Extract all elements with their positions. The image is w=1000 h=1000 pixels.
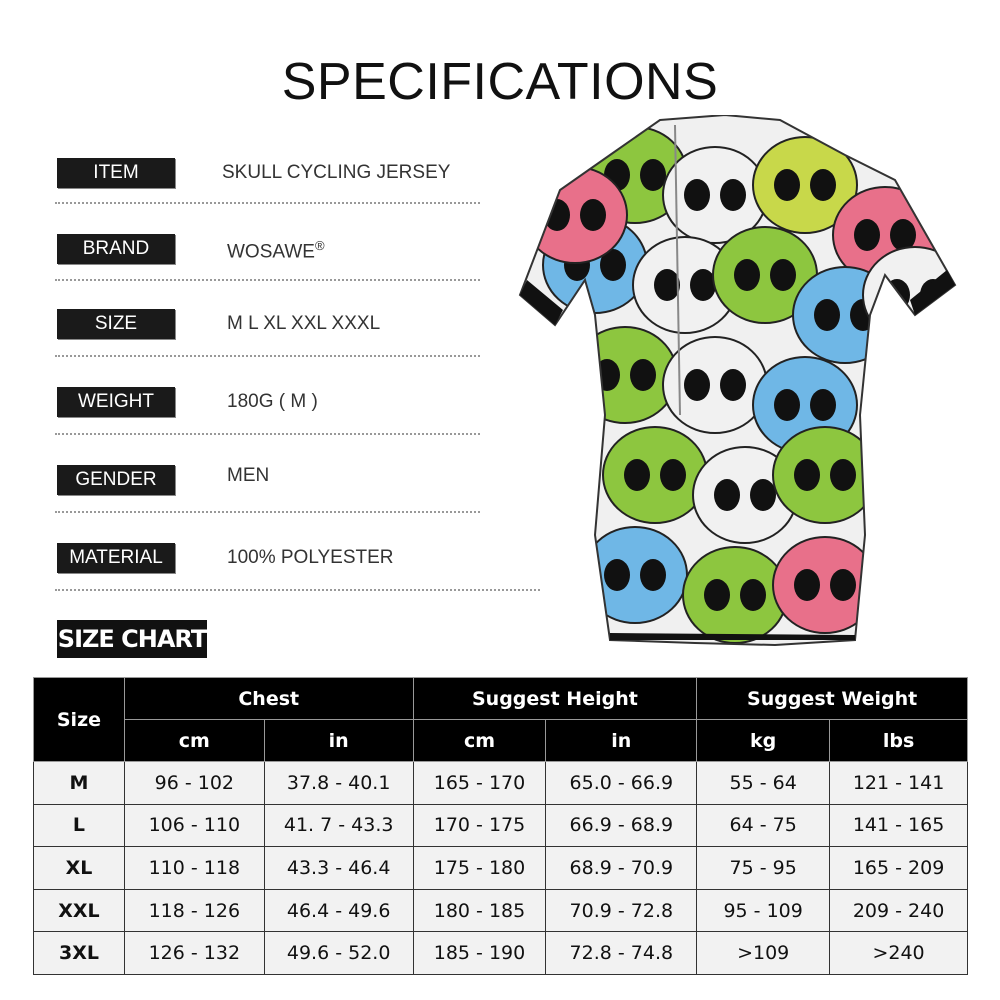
value-cell: 75 - 95 [696, 846, 831, 890]
skull-print [582, 526, 688, 624]
skull-print [662, 146, 768, 244]
value-cell: 96 - 102 [123, 761, 265, 805]
size-cell: L [33, 803, 125, 848]
spec-value: M L XL XXL XXXL [227, 313, 381, 334]
value-cell: 185 - 190 [412, 931, 547, 975]
size-cell: XL [33, 846, 125, 890]
value-cell: 37.8 - 40.1 [263, 761, 414, 805]
divider [55, 202, 480, 204]
spec-material: MATERIAL 100% POLYESTER [57, 543, 557, 575]
spec-value: SKULL CYCLING JERSEY [222, 162, 451, 183]
spec-label: WEIGHT [57, 387, 175, 417]
registered-mark: ® [314, 238, 325, 253]
value-cell: 55 - 64 [696, 761, 831, 805]
skull-print [692, 446, 798, 544]
value-cell: 70.9 - 72.8 [545, 888, 698, 933]
size-cell: 3XL [33, 931, 125, 975]
size-cell: XXL [33, 888, 125, 933]
header-weight: Suggest Weight [696, 677, 968, 720]
value-cell: 110 - 118 [123, 846, 265, 890]
size-chart-table: Size Chest Suggest Height Suggest Weight… [33, 677, 968, 975]
size-chart-heading: SIZE CHART [57, 620, 207, 658]
divider [55, 279, 480, 281]
spec-value: MEN [227, 465, 270, 486]
divider [55, 589, 540, 591]
table-row: XL 110 - 118 43.3 - 46.4 175 - 180 68.9 - 70… [33, 846, 968, 890]
spec-gender: GENDER MEN [57, 465, 557, 497]
size-cell: M [33, 761, 125, 805]
skull-print [752, 136, 858, 234]
value-cell: 68.9 - 70.9 [545, 846, 698, 890]
value-cell: 121 - 141 [829, 761, 968, 805]
value-cell: 170 - 175 [412, 803, 547, 848]
unit-header: kg [696, 719, 831, 762]
value-cell: 95 - 109 [696, 888, 831, 933]
value-cell: 180 - 185 [412, 888, 547, 933]
value-cell: 72.8 - 74.8 [545, 931, 698, 975]
spec-label: MATERIAL [57, 543, 175, 573]
jersey-product-image [518, 115, 957, 647]
page-title: SPECIFICATIONS [281, 53, 719, 111]
value-cell: 46.4 - 49.6 [263, 888, 414, 933]
spec-value: WOSAWE® [227, 238, 325, 263]
value-cell: 49.6 - 52.0 [263, 931, 414, 975]
spec-value: 100% POLYESTER [227, 547, 394, 568]
divider [55, 511, 480, 513]
spec-label: ITEM [57, 158, 175, 188]
value-cell: 106 - 110 [123, 803, 265, 848]
skull-print [662, 336, 768, 434]
value-cell: 165 - 209 [829, 846, 968, 890]
unit-header: cm [123, 719, 265, 762]
value-cell: 65.0 - 66.9 [545, 761, 698, 805]
value-cell: 126 - 132 [123, 931, 265, 975]
value-cell: 165 - 170 [412, 761, 547, 805]
divider [55, 433, 480, 435]
skull-print [712, 226, 818, 324]
brand-name: WOSAWE [227, 241, 315, 263]
unit-header: lbs [829, 719, 968, 762]
value-cell: 43.3 - 46.4 [263, 846, 414, 890]
unit-header: in [545, 719, 698, 762]
spec-brand: BRAND WOSAWE® [57, 234, 557, 266]
header-height: Suggest Height [412, 677, 698, 720]
value-cell: 209 - 240 [829, 888, 968, 933]
table-row: XXL 118 - 126 46.4 - 49.6 180 - 185 70.9 - 7… [33, 888, 968, 933]
value-cell: 118 - 126 [123, 888, 265, 933]
table-row: M 96 - 102 37.8 - 40.1 165 - 170 65.0 - 66.9… [33, 761, 968, 805]
skull-print [602, 426, 708, 524]
value-cell: 41. 7 - 43.3 [263, 803, 414, 848]
spec-item: ITEM SKULL CYCLING JERSEY [57, 158, 557, 190]
spec-size: SIZE M L XL XXL XXXL [57, 309, 557, 341]
unit-header: in [263, 719, 414, 762]
spec-label: SIZE [57, 309, 175, 339]
skull-print [682, 546, 788, 644]
value-cell: 66.9 - 68.9 [545, 803, 698, 848]
value-cell: 64 - 75 [696, 803, 831, 848]
spec-label: GENDER [57, 465, 175, 495]
spec-label: BRAND [57, 234, 175, 264]
skull-print [772, 536, 878, 634]
unit-header: cm [412, 719, 547, 762]
spec-value: 180G ( M ) [227, 391, 318, 412]
value-cell: >240 [829, 931, 968, 975]
header-size: Size [33, 677, 125, 762]
table-row: L 106 - 110 41. 7 - 43.3 170 - 175 66.9 - 68… [33, 803, 968, 848]
value-cell: 175 - 180 [412, 846, 547, 890]
skull-print [572, 326, 678, 424]
divider [55, 355, 480, 357]
skull-print [772, 426, 878, 524]
spec-weight: WEIGHT 180G ( M ) [57, 387, 557, 419]
table-row: 3XL 126 - 132 49.6 - 52.0 185 - 190 72.8 - 7… [33, 931, 968, 975]
header-chest: Chest [123, 677, 414, 720]
value-cell: 141 - 165 [829, 803, 968, 848]
skull-print [632, 236, 738, 334]
value-cell: >109 [696, 931, 831, 975]
